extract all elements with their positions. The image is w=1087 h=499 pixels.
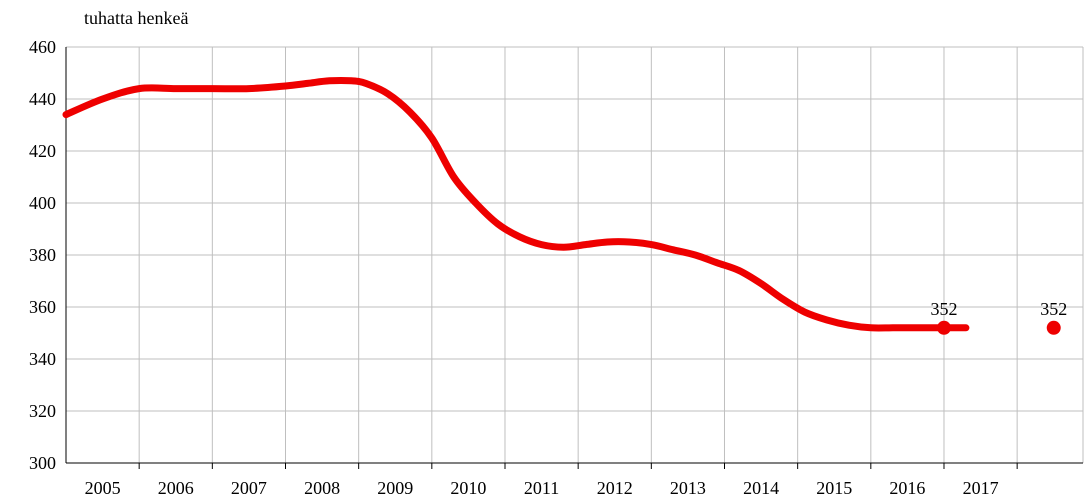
x-tick-label: 2008 [304,478,340,498]
x-tick-label: 2013 [670,478,706,498]
x-tick-label: 2015 [816,478,852,498]
y-tick-label: 440 [29,89,56,109]
x-tick-label: 2007 [231,478,267,498]
x-tick-label: 2012 [597,478,633,498]
y-tick-label: 300 [29,453,56,473]
axes [65,46,1084,469]
y-tick-label: 400 [29,193,56,213]
y-tick-label: 420 [29,141,56,161]
data-point-label: 352 [1040,299,1067,319]
y-axis-unit-label: tuhatta henkeä [84,8,188,28]
gridlines [66,46,1083,464]
series-layer: 352 352 [62,76,1067,335]
y-axis-ticks: 300 320 340 360 380 400 420 440 460 [29,37,56,473]
x-axis-ticks: 2005 2006 2007 2008 2009 2010 2011 2012 2013 2014… [85,478,999,498]
x-tick-label: 2017 [963,478,999,498]
data-point-label: 352 [930,299,957,319]
x-tick-label: 2011 [524,478,559,498]
data-point-marker [936,320,951,335]
y-tick-label: 360 [29,297,56,317]
data-point-marker [1046,320,1061,335]
y-tick-label: 460 [29,37,56,57]
y-tick-label: 340 [29,349,56,369]
x-tick-label: 2006 [158,478,194,498]
x-tick-label: 2009 [377,478,413,498]
y-tick-label: 320 [29,401,56,421]
x-tick-label: 2005 [85,478,121,498]
x-tick-label: 2010 [450,478,486,498]
series-line [62,76,970,332]
x-tick-label: 2016 [889,478,925,498]
y-tick-label: 380 [29,245,56,265]
x-tick-label: 2014 [743,478,779,498]
